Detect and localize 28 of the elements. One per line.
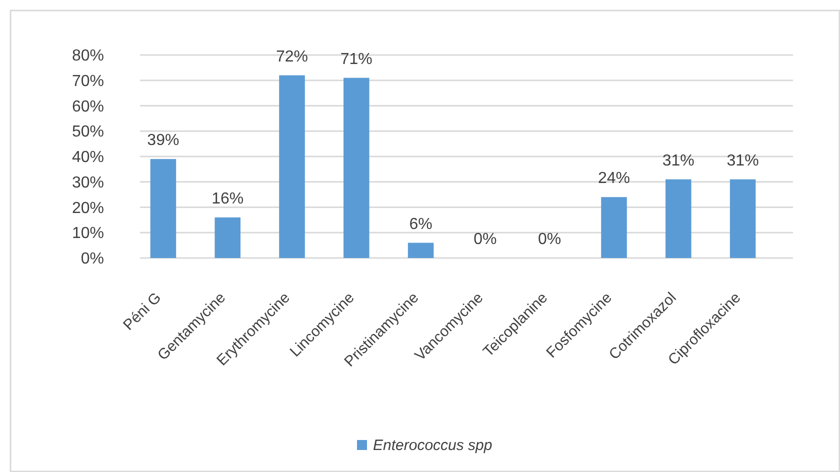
data-label: 6%: [409, 216, 432, 233]
bar: [214, 217, 240, 258]
data-label: 24%: [598, 170, 630, 188]
y-tick-label: 40%: [72, 149, 104, 166]
y-tick-label: 70%: [72, 72, 104, 90]
data-label: 0%: [474, 231, 497, 248]
y-tick-label: 20%: [72, 200, 104, 217]
legend-label: Enterococcus spp: [373, 437, 492, 454]
data-label: 39%: [147, 132, 180, 150]
bar: [666, 179, 692, 258]
bar: [408, 242, 434, 258]
data-label: 31%: [726, 152, 759, 170]
data-label: 0%: [538, 231, 562, 248]
bar: [730, 179, 756, 258]
bar: [601, 197, 627, 258]
data-label: 31%: [662, 152, 694, 170]
y-tick-label: 30%: [72, 174, 104, 192]
data-label: 72%: [276, 48, 308, 66]
bar: [150, 159, 176, 258]
data-label: 71%: [340, 50, 372, 68]
y-tick-label: 10%: [72, 225, 104, 242]
y-tick-label: 80%: [72, 48, 104, 65]
y-tick-label: 0%: [80, 250, 104, 268]
y-tick-label: 60%: [72, 98, 104, 116]
y-tick-label: 50%: [72, 124, 104, 141]
bar: [344, 78, 370, 258]
data-label: 16%: [212, 190, 244, 208]
bar: [279, 75, 305, 258]
